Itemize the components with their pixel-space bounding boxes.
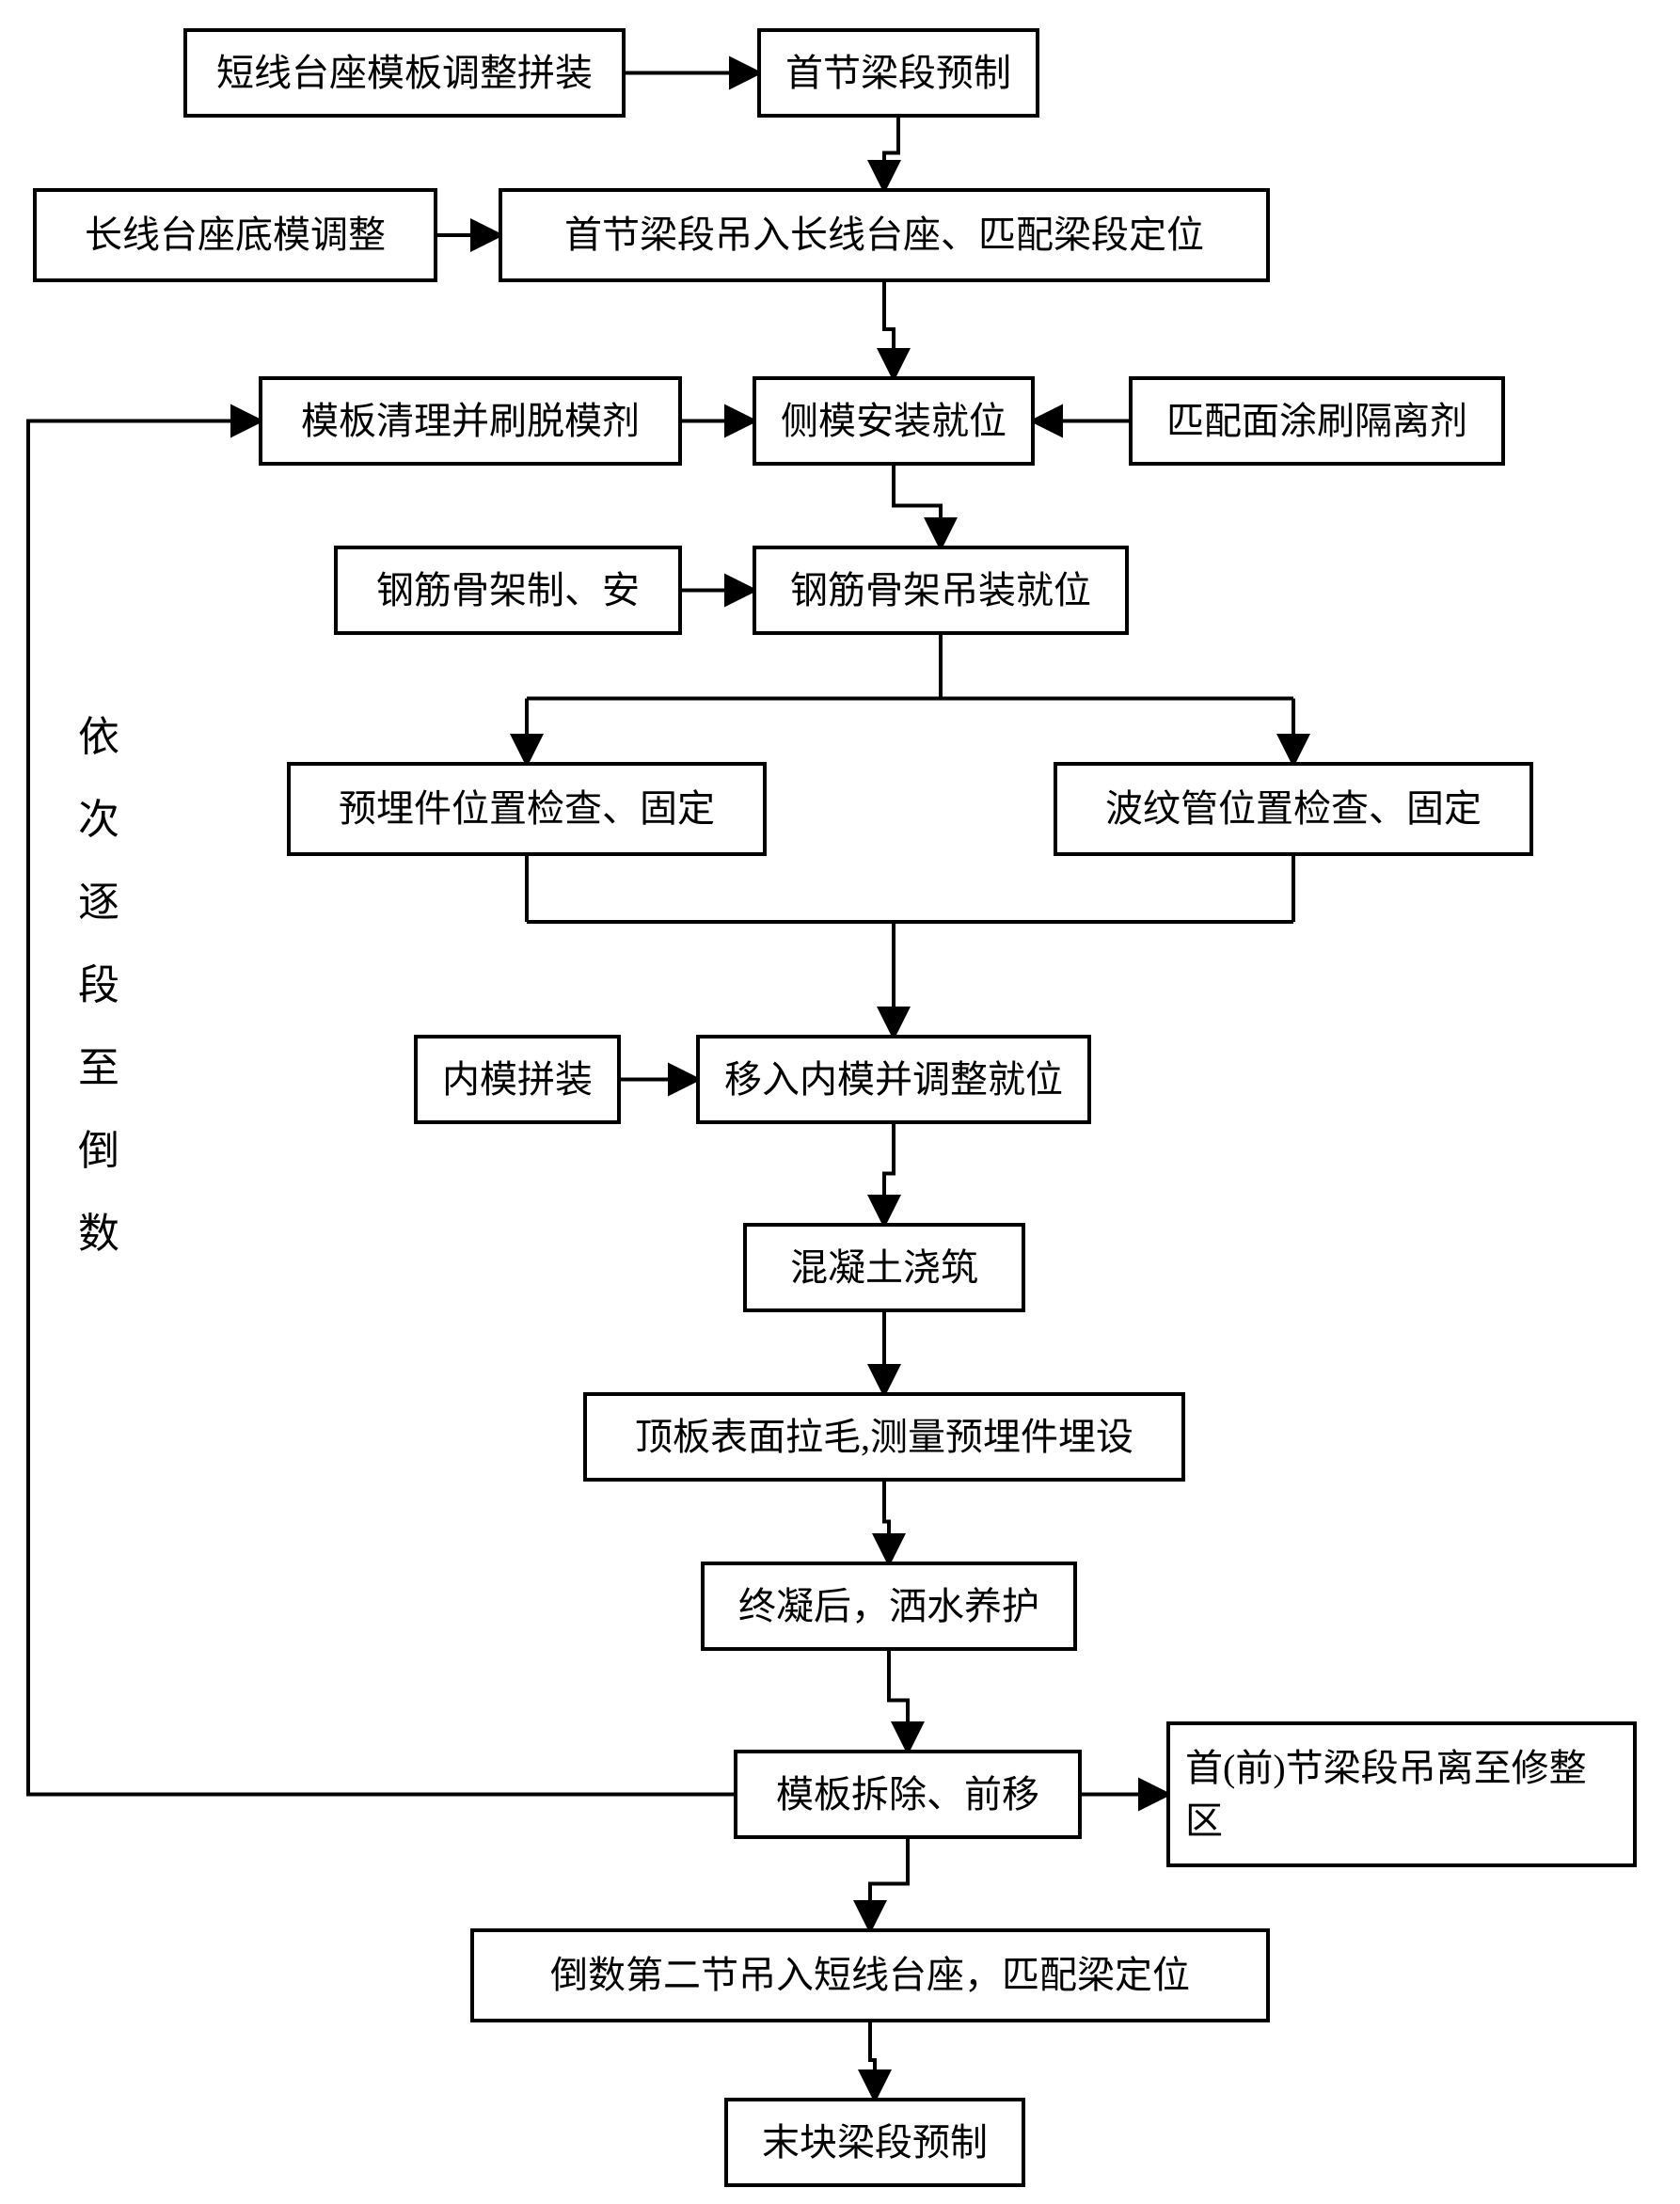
node-second-last: 倒数第二节吊入短线台座，匹配梁定位: [470, 1928, 1270, 2022]
node-remove-mold: 模板拆除、前移: [734, 1750, 1082, 1839]
node-label: 移入内模并调整就位: [724, 1054, 1063, 1106]
node-surface: 顶板表面拉毛,测量预埋件埋设: [583, 1392, 1185, 1482]
node-label: 终凝后，洒水养护: [738, 1580, 1039, 1633]
node-embed-check: 预埋件位置检查、固定: [287, 762, 767, 856]
node-label: 倒数第二节吊入短线台座，匹配梁定位: [550, 1949, 1190, 2002]
node-hoist-away: 首(前)节梁段吊离至修整区: [1166, 1721, 1637, 1867]
node-inner-mold: 内模拼装: [414, 1035, 621, 1124]
node-label: 首节梁段吊入长线台座、匹配梁段定位: [564, 209, 1204, 262]
node-rebar-hoist: 钢筋骨架吊装就位: [753, 546, 1129, 635]
node-label: 钢筋骨架吊装就位: [790, 564, 1091, 617]
node-label: 模板拆除、前移: [776, 1768, 1039, 1821]
node-release-agent: 匹配面涂刷隔离剂: [1129, 376, 1505, 466]
node-label: 末块梁段预制: [762, 2117, 988, 2169]
node-clean-mold: 模板清理并刷脱模剂: [259, 376, 682, 466]
node-label: 混凝土浇筑: [790, 1242, 978, 1294]
node-label: 匹配面涂刷隔离剂: [1166, 395, 1467, 448]
node-label: 钢筋骨架制、安: [376, 564, 640, 617]
node-last-precast: 末块梁段预制: [724, 2098, 1025, 2187]
node-label: 预埋件位置检查、固定: [339, 783, 715, 835]
flowchart-canvas: 短线台座模板调整拼装 首节梁段预制 长线台座底模调整 首节梁段吊入长线台座、匹配…: [0, 0, 1680, 2204]
node-rebar-make: 钢筋骨架制、安: [334, 546, 682, 635]
node-curing: 终凝后，洒水养护: [701, 1562, 1077, 1651]
node-long-base: 长线台座底模调整: [33, 188, 437, 282]
node-label: 顶板表面拉毛,测量预埋件埋设: [635, 1411, 1133, 1464]
node-concrete: 混凝土浇筑: [743, 1223, 1025, 1312]
node-label: 短线台座模板调整拼装: [216, 47, 593, 100]
loop-label: 依 次 逐 段 至 倒 数: [75, 696, 122, 1276]
node-first-hoist: 首节梁段吊入长线台座、匹配梁段定位: [499, 188, 1270, 282]
node-short-base: 短线台座模板调整拼装: [183, 28, 626, 118]
node-label: 长线台座底模调整: [85, 209, 386, 262]
node-label: 波纹管位置检查、固定: [1105, 783, 1482, 835]
node-label: 模板清理并刷脱模剂: [301, 395, 640, 448]
node-label: 内模拼装: [442, 1054, 593, 1106]
node-pipe-check: 波纹管位置检查、固定: [1054, 762, 1533, 856]
node-label: 侧模安装就位: [781, 395, 1006, 448]
node-label: 首节梁段预制: [785, 47, 1011, 100]
node-side-mold: 侧模安装就位: [753, 376, 1035, 466]
node-inner-adjust: 移入内模并调整就位: [696, 1035, 1091, 1124]
node-label: 首(前)节梁段吊离至修整区: [1185, 1742, 1618, 1847]
node-first-precast: 首节梁段预制: [757, 28, 1039, 118]
